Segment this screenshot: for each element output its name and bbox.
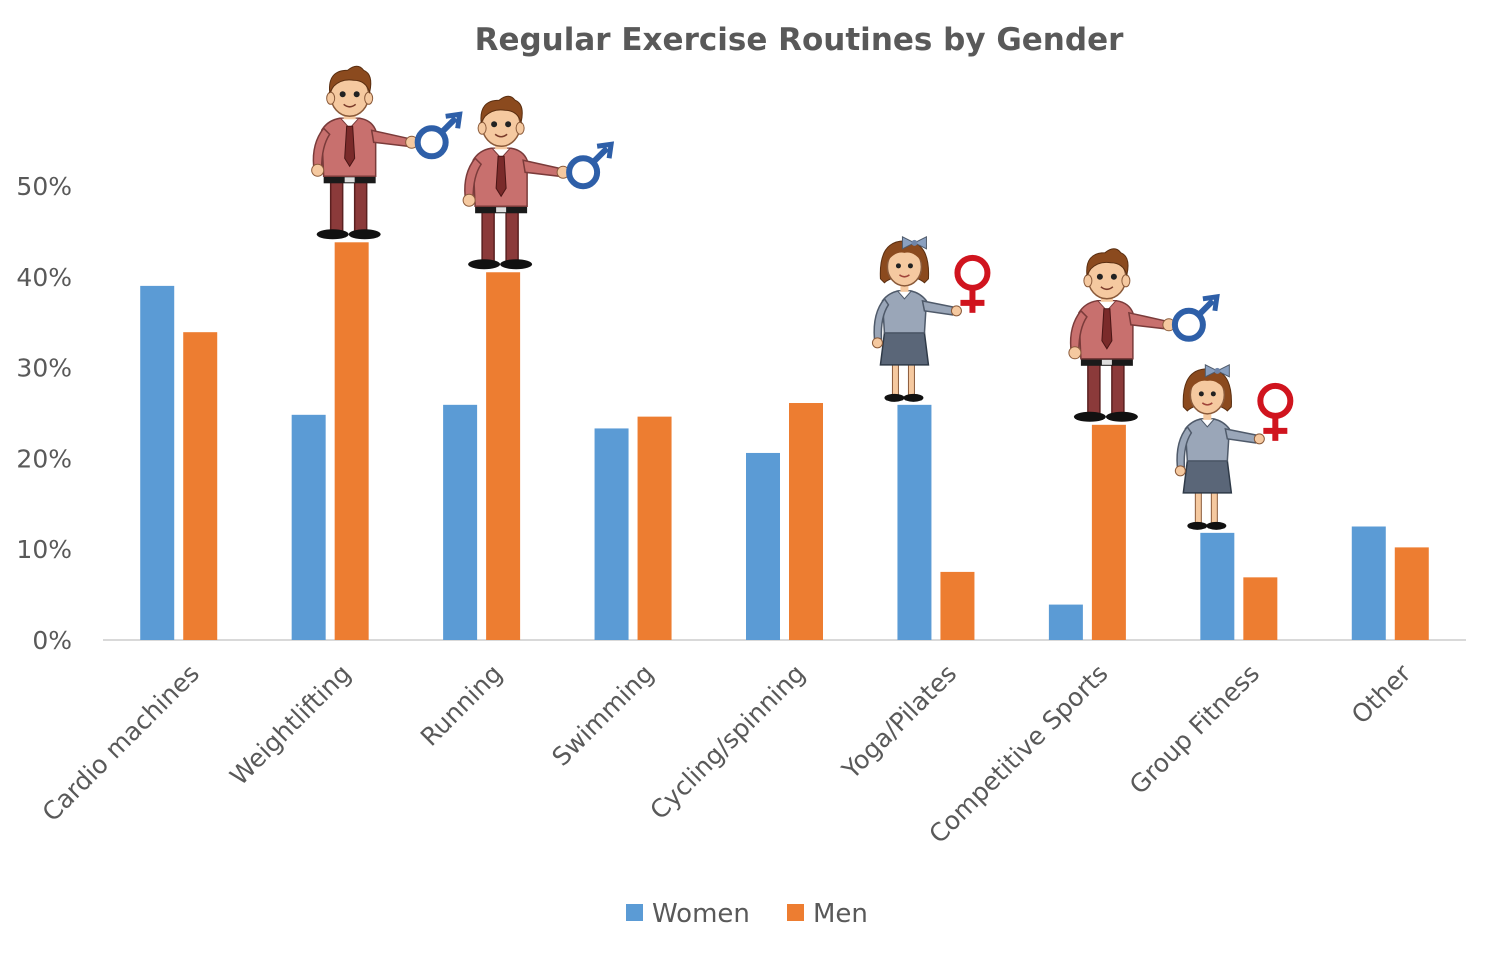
legend: Women Men [626, 899, 868, 929]
bar-women-1 [291, 414, 326, 640]
bar-women-8 [1351, 526, 1386, 640]
bar-women-4 [746, 452, 780, 640]
x-axis: Cardio machines Weightlifting Running Swimm… [37, 639, 1466, 849]
legend-label-men: Men [813, 899, 868, 929]
x-tick-label: Swimming [546, 659, 659, 772]
bar-men-6 [1091, 424, 1126, 640]
x-tick-label: Cardio machines [37, 659, 205, 827]
y-tick-label: 50% [16, 172, 72, 201]
woman-with-female-symbol-icon [872, 237, 987, 402]
bar-women-3 [594, 428, 629, 640]
bar-men-5 [940, 571, 975, 640]
man-with-male-symbol-icon [463, 96, 611, 269]
woman-with-female-symbol-icon [1175, 365, 1290, 530]
x-tick-label: Other [1346, 658, 1417, 729]
bar-men-2 [486, 272, 521, 640]
y-tick-label: 40% [16, 263, 72, 292]
bar-men-0 [183, 332, 218, 640]
x-tick-label: Weightlifting [224, 659, 356, 791]
chart-title: Regular Exercise Routines by Gender [475, 22, 1125, 58]
legend-label-women: Women [652, 899, 750, 929]
y-tick-label: 30% [16, 354, 72, 383]
bar-men-1 [334, 242, 369, 640]
bar-women-0 [140, 285, 175, 640]
bar-men-4 [789, 403, 823, 640]
y-tick-label: 20% [16, 444, 72, 473]
x-tick-label: Running [415, 659, 508, 752]
man-with-male-symbol-icon [312, 66, 460, 239]
x-tick-label: Cycling/spinning [644, 659, 810, 825]
x-tick-label: Yoga/Pilates [836, 659, 962, 785]
bar-women-6 [1048, 604, 1083, 640]
bar-women-7 [1200, 532, 1235, 640]
bar-women-2 [443, 404, 478, 640]
legend-swatch-women [626, 904, 643, 921]
bar-men-8 [1394, 547, 1429, 640]
bar-women-5 [897, 404, 932, 640]
y-tick-label: 0% [32, 626, 72, 655]
bars [140, 242, 1429, 640]
legend-swatch-men [787, 904, 804, 921]
bar-men-7 [1243, 577, 1278, 640]
y-axis: 0% 10% 20% 30% 40% 50% [16, 172, 72, 655]
x-tick-label: Group Fitness [1124, 659, 1265, 800]
bar-men-3 [637, 416, 672, 640]
y-tick-label: 10% [16, 535, 72, 564]
